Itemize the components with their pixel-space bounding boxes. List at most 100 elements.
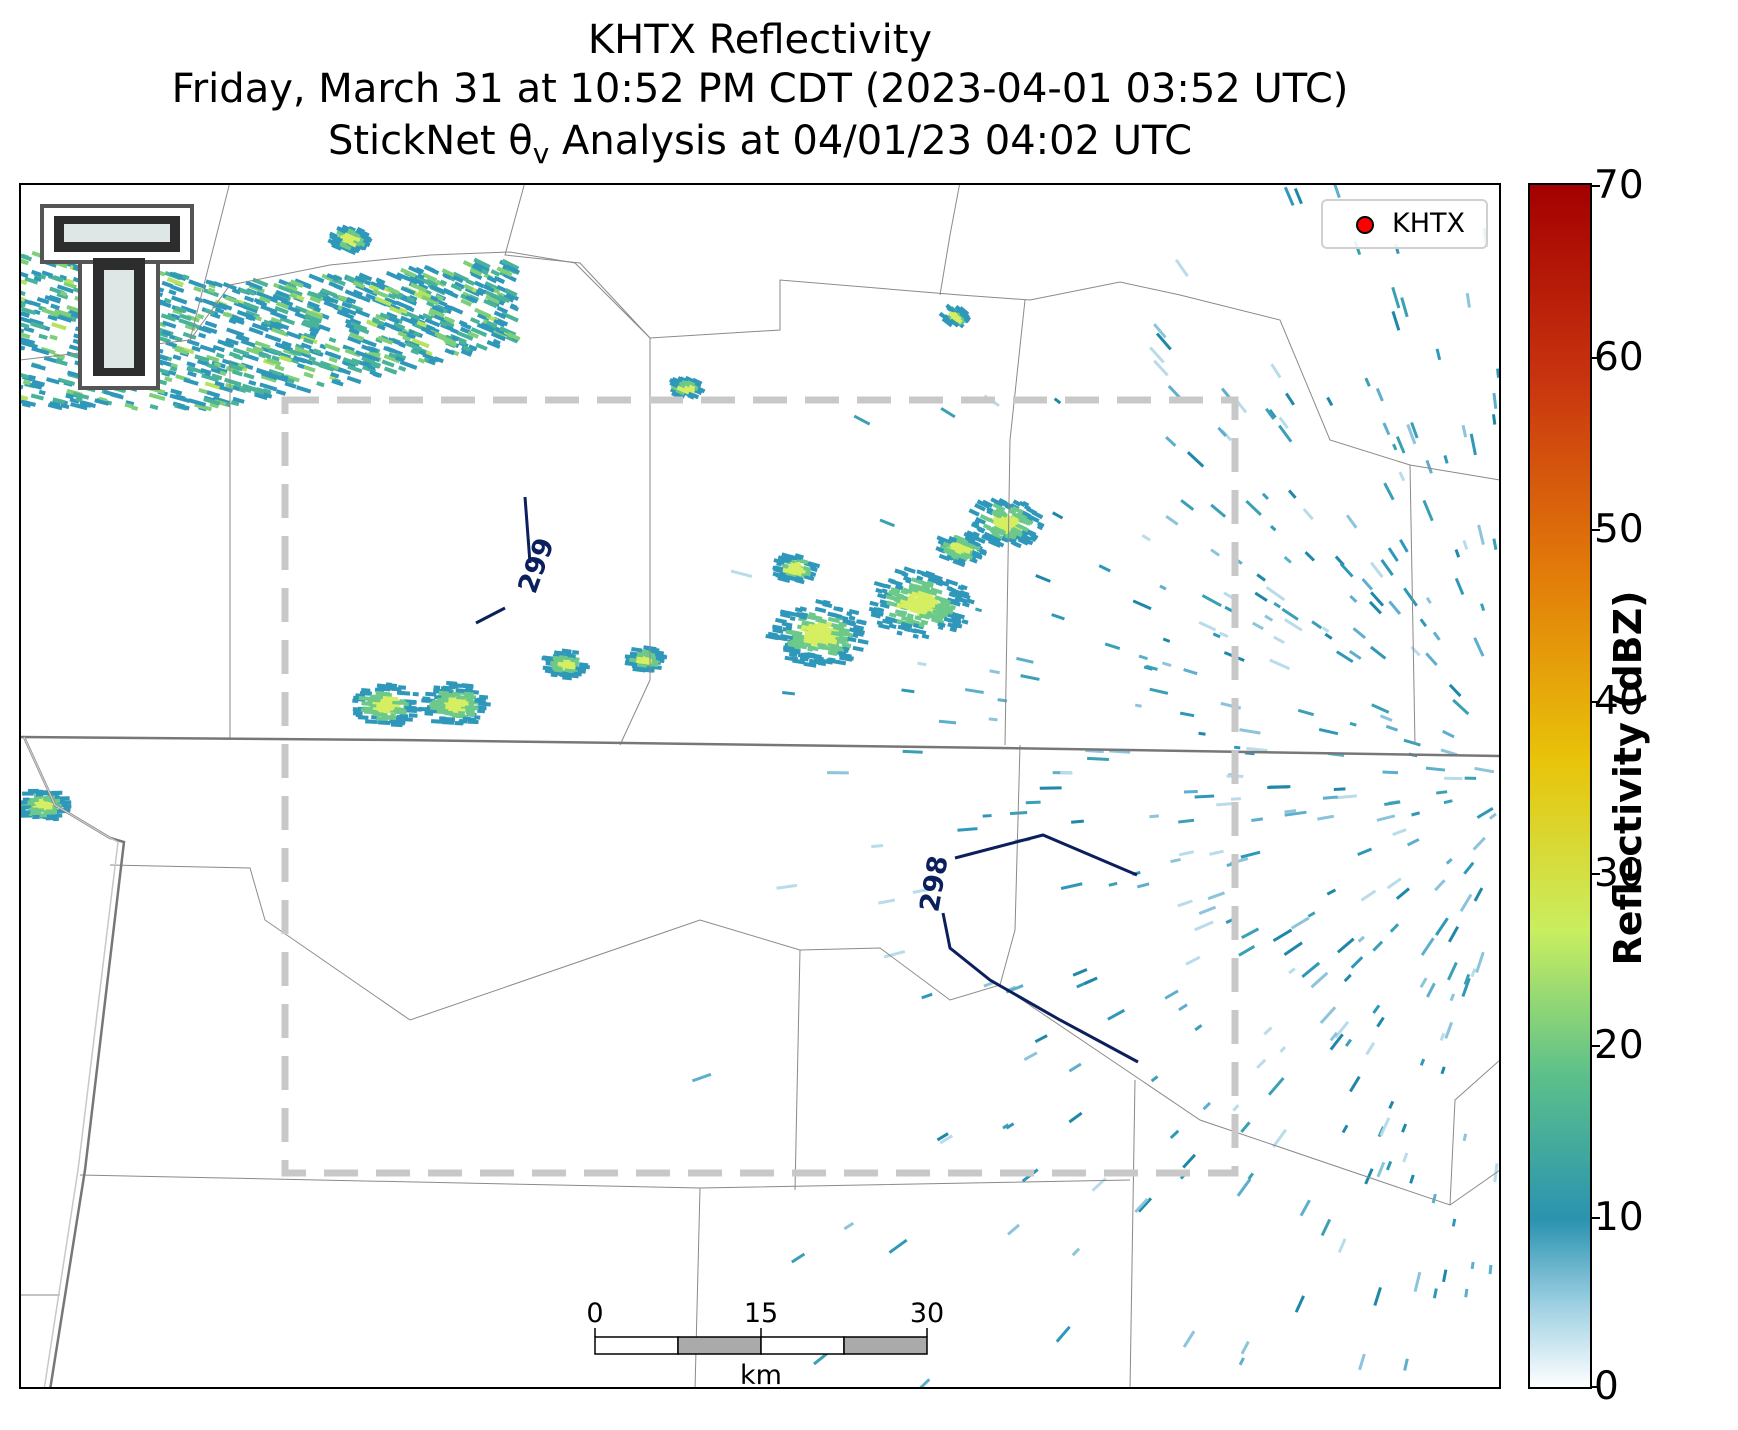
echo-gate (1027, 514, 1040, 523)
echo-gate (952, 559, 966, 568)
echo-gate (239, 334, 250, 342)
echo-gate (638, 666, 646, 671)
echo-gate (1104, 642, 1121, 650)
echo-gate (458, 319, 468, 327)
echo-gate (148, 392, 166, 401)
echo-gate (982, 523, 992, 531)
echo-gate (993, 533, 1001, 540)
echo-gate (217, 339, 235, 349)
echo-gate (377, 720, 391, 726)
echo-gate (456, 714, 469, 719)
echo-gate (853, 624, 865, 631)
echo-gate (947, 311, 961, 322)
echo-gate (1025, 800, 1041, 805)
echo-gate (357, 294, 371, 303)
echo-gate (313, 306, 321, 313)
echo-gate (377, 691, 390, 697)
echo-gate (1368, 600, 1382, 615)
echo-gate (681, 379, 691, 388)
echo-gate (1198, 905, 1217, 915)
echo-gate (789, 650, 796, 656)
echo-gate (368, 349, 381, 358)
echo-gate (176, 403, 190, 411)
echo-gate (830, 630, 844, 638)
echo-gate (1278, 416, 1289, 430)
echo-gate (792, 658, 806, 665)
echo-gate (448, 699, 459, 704)
echo-gate (961, 593, 971, 600)
echo-gate (1320, 1218, 1332, 1237)
echo-gate (876, 611, 884, 617)
echo-gate (443, 273, 452, 280)
echo-gate (178, 318, 197, 328)
echo-gate (1023, 1051, 1038, 1062)
echo-gate (1008, 533, 1016, 540)
echo-gate (452, 271, 469, 283)
echo-gate (341, 359, 357, 369)
echo-gate (213, 362, 222, 368)
echo-gate (171, 295, 188, 305)
echo-gate (1382, 422, 1391, 436)
echo-gate (288, 281, 298, 289)
echo-gate (1406, 838, 1420, 847)
echo-gate (259, 382, 278, 392)
echo-gate (475, 289, 485, 297)
echo-gate (765, 633, 779, 641)
echo-gate (1201, 594, 1222, 608)
echo-gate (1375, 387, 1384, 402)
echo-gate (429, 308, 445, 318)
legend: KHTX (1321, 199, 1488, 249)
echo-gate (676, 385, 690, 395)
echo-gate (1263, 1026, 1273, 1036)
echo-gate (443, 337, 456, 346)
echo-gate (1371, 703, 1390, 714)
echo-gate (1055, 1325, 1071, 1343)
echo-gate (425, 278, 439, 288)
echo-gate (1462, 540, 1469, 550)
echo-gate (274, 305, 289, 315)
echo-gate (246, 314, 256, 322)
echo-gate (1293, 188, 1303, 205)
echo-gate (1068, 1111, 1083, 1124)
echo-gate (48, 294, 62, 303)
echo-gate (1369, 645, 1387, 660)
echo-gate (887, 590, 899, 597)
echo-gate (384, 296, 398, 306)
echo-gate (912, 886, 935, 894)
contour-298 (941, 833, 1139, 1064)
echo-gate (418, 314, 426, 321)
echo-gate (260, 304, 278, 315)
echo-gate (230, 400, 240, 407)
echo-gate (779, 633, 794, 641)
echo-gate (348, 240, 357, 248)
echo-gate (36, 296, 50, 305)
echo-gate (974, 607, 983, 613)
echo-gate (825, 638, 838, 645)
echo-gate (1480, 603, 1486, 612)
echo-gate (938, 719, 957, 725)
echo-gate (38, 333, 48, 340)
echo-gate (417, 289, 434, 300)
echo-gate (1391, 286, 1401, 309)
echo-gate (430, 295, 439, 302)
echo-gate (456, 330, 474, 341)
echo-gate (894, 609, 905, 616)
echo-gate (499, 326, 517, 337)
echo-gate (187, 370, 197, 378)
echo-gate (1252, 621, 1264, 631)
echo-gate (990, 497, 1004, 507)
echo-gate (232, 396, 245, 404)
echo-gate (1411, 811, 1421, 817)
echo-gate (231, 369, 243, 377)
echo-gate (20, 290, 26, 297)
echo-gate (164, 376, 173, 383)
echo-gate (803, 565, 811, 572)
echo-gate (1349, 721, 1357, 727)
echo-gate (49, 334, 58, 341)
echo-gate (1337, 1238, 1347, 1254)
echo-gate (50, 303, 60, 311)
echo-gate (474, 698, 483, 703)
echo-gate (502, 259, 520, 271)
analysis-suffix: Analysis at 04/01/23 04:02 UTC (549, 118, 1193, 164)
echo-gate (245, 288, 256, 296)
